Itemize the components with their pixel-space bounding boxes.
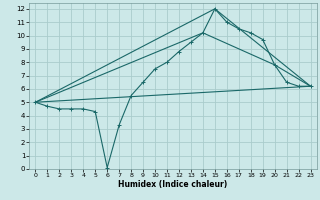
X-axis label: Humidex (Indice chaleur): Humidex (Indice chaleur) [118,180,228,189]
